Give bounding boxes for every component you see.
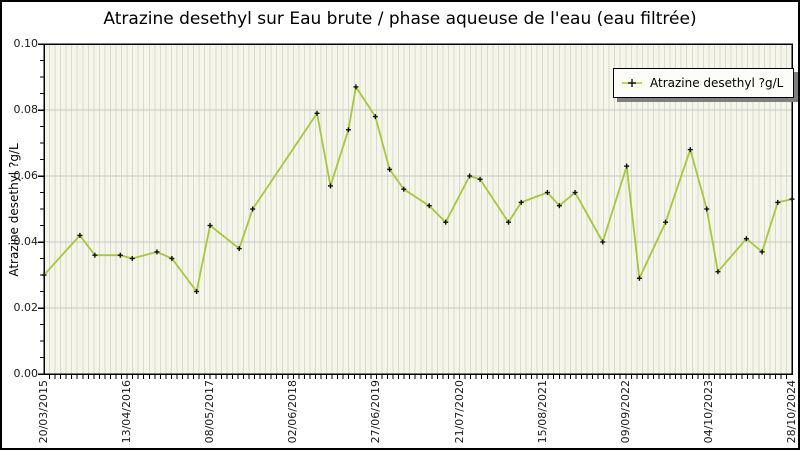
x-tick-label: 20/03/2015 bbox=[37, 380, 50, 444]
y-tick-label: 0.02 bbox=[13, 301, 39, 314]
y-tick-label: 0.10 bbox=[13, 37, 39, 50]
legend-box: Atrazine desethyl ?g/L bbox=[613, 68, 795, 98]
axis-ticks bbox=[38, 43, 787, 379]
x-tick-label: 02/06/2018 bbox=[286, 380, 300, 444]
x-tick-label: 08/05/2017 bbox=[203, 380, 217, 444]
x-tick-label: 13/04/2016 bbox=[120, 380, 134, 444]
series-polyline bbox=[43, 86, 793, 293]
y-tick-label: 0.06 bbox=[13, 169, 39, 182]
x-tick-label: 27/06/2019 bbox=[369, 380, 383, 444]
vertical-gridlines bbox=[49, 44, 787, 374]
data-series-line bbox=[43, 86, 793, 293]
y-tick-label: 0.08 bbox=[13, 103, 39, 116]
data-point-markers bbox=[41, 84, 795, 294]
x-tick-label: 09/09/2022 bbox=[618, 380, 632, 444]
x-tick-label: 15/08/2021 bbox=[535, 380, 549, 444]
legend-series-label: Atrazine desethyl ?g/L bbox=[650, 76, 784, 90]
horizontal-gridlines bbox=[44, 109, 792, 309]
x-tick-label: 04/10/2023 bbox=[701, 380, 715, 444]
y-tick-label: 0.04 bbox=[13, 235, 39, 248]
plot-background bbox=[44, 44, 792, 374]
chart-title: Atrazine desethyl sur Eau brute / phase … bbox=[103, 9, 697, 29]
x-tick-label: 21/07/2020 bbox=[452, 380, 466, 444]
legend-series-marker-icon bbox=[622, 79, 642, 87]
y-tick-label: 0.00 bbox=[13, 367, 39, 380]
plot-frame bbox=[43, 43, 793, 375]
x-tick-label: 28/10/2024 bbox=[785, 380, 798, 444]
